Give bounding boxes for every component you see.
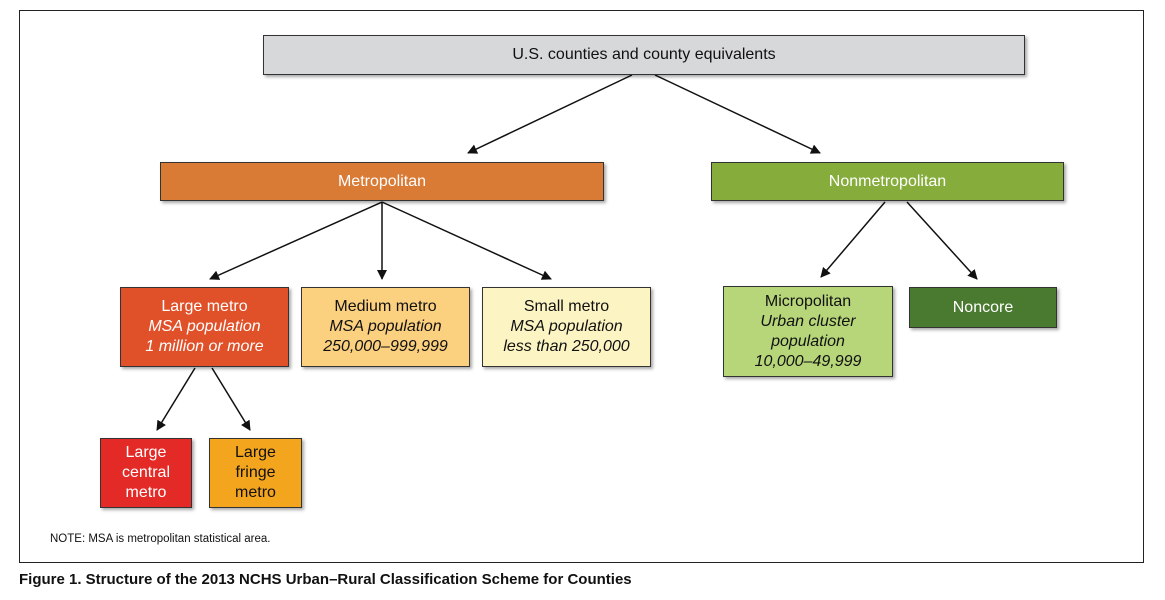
node-detail: Urban cluster xyxy=(760,312,856,330)
node-large-metro: Large metro MSA population 1 million or … xyxy=(120,287,289,367)
node-line: central xyxy=(121,464,171,481)
node-line: Large xyxy=(235,444,276,461)
node-label: Metropolitan xyxy=(337,172,427,190)
node-noncore: Noncore xyxy=(909,287,1057,328)
node-title: Micropolitan xyxy=(764,292,852,310)
node-small-metro: Small metro MSA population less than 250… xyxy=(482,287,651,367)
node-nonmetropolitan: Nonmetropolitan xyxy=(711,162,1064,201)
node-line: metro xyxy=(125,484,167,501)
node-label: Noncore xyxy=(952,298,1014,316)
node-title: Small metro xyxy=(523,298,610,315)
node-detail: MSA population xyxy=(329,318,442,335)
figure-caption: Figure 1. Structure of the 2013 NCHS Urb… xyxy=(19,571,632,588)
node-title: Large metro xyxy=(161,298,248,315)
node-micropolitan: Micropolitan Urban cluster population 10… xyxy=(723,286,893,377)
arrow-root-to-nonmetropolitan xyxy=(654,74,821,154)
node-line: Large xyxy=(125,444,167,461)
arrow-large-metro-to-large-fringe xyxy=(211,367,251,431)
arrow-large-metro-to-large-central xyxy=(156,367,196,431)
arrow-nonmetropolitan-to-micropolitan xyxy=(820,201,886,278)
node-detail: MSA population xyxy=(148,318,261,335)
figure-frame xyxy=(19,10,1144,563)
arrow-metropolitan-to-small-metro xyxy=(381,201,552,280)
node-detail: 250,000–999,999 xyxy=(323,338,448,355)
node-metropolitan: Metropolitan xyxy=(160,162,604,201)
node-large-fringe-metro: Large fringe metro xyxy=(209,438,302,508)
node-label: U.S. counties and county equivalents xyxy=(512,46,776,63)
node-large-central-metro: Large central metro xyxy=(100,438,192,508)
footnote: NOTE: MSA is metropolitan statistical ar… xyxy=(50,533,271,545)
node-line: metro xyxy=(235,484,276,501)
node-detail: 1 million or more xyxy=(145,338,264,355)
node-detail: less than 250,000 xyxy=(503,338,630,355)
node-medium-metro: Medium metro MSA population 250,000–999,… xyxy=(301,287,470,367)
node-title: Medium metro xyxy=(334,298,437,315)
node-detail: 10,000–49,999 xyxy=(754,352,862,370)
node-label: Nonmetropolitan xyxy=(828,172,947,190)
node-detail: population xyxy=(771,332,845,350)
node-us-counties: U.S. counties and county equivalents xyxy=(263,35,1025,75)
arrow-nonmetropolitan-to-noncore xyxy=(906,201,978,280)
node-line: fringe xyxy=(235,464,276,481)
arrow-metropolitan-to-large-metro xyxy=(209,201,383,280)
arrow-root-to-metropolitan xyxy=(467,74,633,154)
node-detail: MSA population xyxy=(510,318,623,335)
